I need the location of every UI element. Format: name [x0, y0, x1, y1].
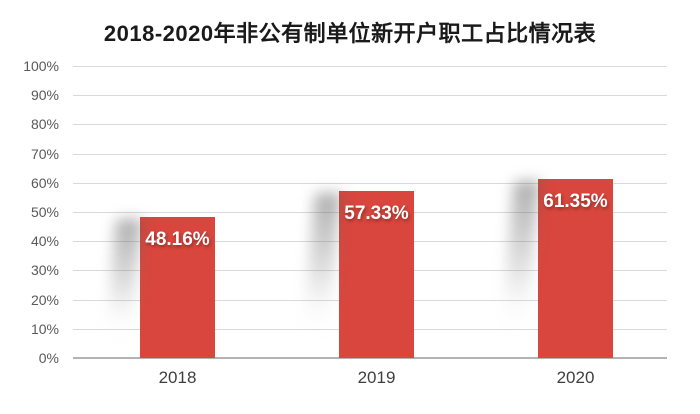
y-axis-tick: 20% — [30, 291, 59, 308]
y-axis-tick: 0% — [38, 350, 59, 366]
y-axis-tick: 40% — [30, 233, 59, 250]
x-axis-category-labels: 2018 2019 2020 — [73, 368, 667, 398]
bar-2019: 57.33% — [339, 190, 414, 358]
y-axis-tick: 100% — [23, 58, 59, 74]
x-axis-line — [73, 357, 667, 359]
gridline — [73, 66, 667, 67]
bar-2020: 61.35% — [538, 178, 613, 358]
x-axis-label: 2018 — [158, 368, 197, 387]
y-axis-tick: 60% — [30, 174, 59, 191]
y-axis-tick: 50% — [30, 204, 59, 220]
x-axis-label: 2020 — [556, 368, 595, 387]
gridline — [73, 153, 667, 155]
bar-value-label: 61.35% — [543, 190, 608, 212]
bar-value-label: 48.16% — [145, 229, 210, 251]
y-axis-tick: 10% — [30, 320, 59, 337]
gridline — [73, 182, 667, 184]
x-axis-label: 2019 — [357, 368, 396, 387]
gridline — [73, 124, 667, 126]
y-axis-tick: 70% — [30, 145, 59, 162]
bar-value-label: 57.33% — [344, 202, 409, 224]
plot-area: 48.16% 57.33% 61.35% — [73, 66, 667, 359]
y-axis-tick: 30% — [30, 262, 59, 279]
y-axis-tick-labels: 100% 90% 80% 70% 60% 50% 40% 30% 20% 10% 0% — [0, 58, 66, 366]
y-axis-tick: 90% — [30, 87, 59, 104]
chart-title: 2018-2020年非公有制单位新开户职工占比情况表 — [103, 21, 597, 46]
y-axis-tick: 80% — [30, 116, 59, 133]
bar-2018: 48.16% — [140, 217, 215, 358]
gridline — [73, 95, 667, 97]
